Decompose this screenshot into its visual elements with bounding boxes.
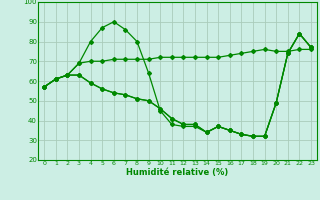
X-axis label: Humidité relative (%): Humidité relative (%) — [126, 168, 229, 177]
